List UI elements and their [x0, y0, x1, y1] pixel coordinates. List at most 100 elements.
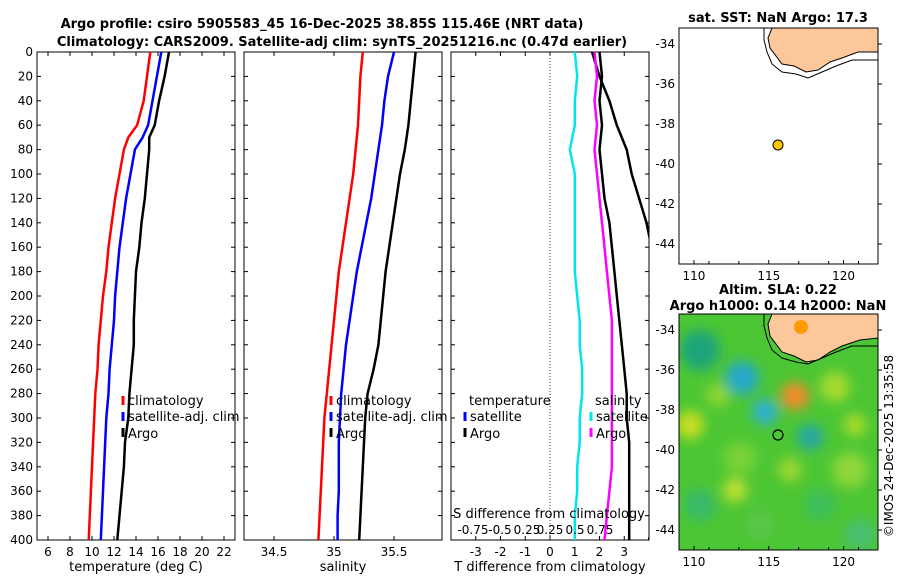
lat-tick-label: -36: [655, 363, 675, 377]
series-group: [87, 52, 171, 540]
legend-argo-label: Argo: [128, 427, 158, 442]
shelf-contour: [763, 28, 878, 79]
depth-tick-label: 320: [10, 435, 33, 449]
lat-tick-label: -38: [655, 403, 675, 417]
depth-tick-label: 380: [10, 509, 33, 523]
x-tick-label: 1: [571, 545, 579, 559]
s-difference-ticks: -0.75 -0.5 0.250.25 0.5 0.75: [457, 523, 613, 537]
temperature-plot: 6 8 10 12 14 16 18 20 22: [44, 52, 232, 559]
s-difference-label: S difference from climatology: [453, 507, 645, 522]
x-tick-label: 34.5: [261, 545, 288, 559]
sla-field: [679, 330, 876, 550]
legend-s-satellite-label: satellite: [596, 410, 648, 425]
sst-map-axes: 110 115 120 -34 -36 -38 -40 -42 -44: [655, 37, 882, 283]
land-coastline: [767, 28, 878, 73]
temperature-legend: climatology satellite-adj. clim Argo: [121, 394, 240, 442]
x-tick-label: 12: [106, 545, 121, 559]
s-difference-tick-label: 0.5: [565, 523, 584, 537]
series-line-sat_diff_S: [593, 52, 614, 540]
series-line-satellite: [336, 52, 396, 540]
series-line-argo: [590, 52, 649, 540]
x-tick-label: 0: [546, 545, 554, 559]
lon-tick-label: 115: [757, 555, 780, 569]
x-tick-label: 8: [66, 545, 74, 559]
title-line-1: Argo profile: csiro 5905583_45 16-Dec-20…: [61, 17, 584, 32]
legend-climatology-label: climatology: [336, 394, 412, 409]
lat-tick-label: -40: [655, 157, 675, 171]
lat-tick-label: -44: [655, 237, 675, 251]
depth-tick-label: 180: [10, 265, 33, 279]
temperature-xlabel: temperature (deg C): [69, 560, 203, 575]
x-tick-label: 16: [150, 545, 165, 559]
sla-map-axes: 110 115 120 -34 -36 -38 -40 -42 -44: [655, 323, 882, 569]
depth-tick-label: 300: [10, 411, 33, 425]
x-tick-label: 10: [84, 545, 99, 559]
depth-tick-label: 280: [10, 387, 33, 401]
x-tick-label: 2: [596, 545, 604, 559]
depth-tick-label: 120: [10, 191, 33, 205]
legend-satellite-label: satellite-adj. clim: [128, 410, 240, 425]
sst-map-title: sat. SST: NaN Argo: 17.3: [688, 11, 868, 26]
x-tick-label: 18: [172, 545, 187, 559]
series-group: [568, 52, 649, 540]
x-tick-label: 6: [44, 545, 52, 559]
argo-location-marker: [772, 139, 784, 151]
depth-tick-label: 360: [10, 484, 33, 498]
depth-tick-label: 0: [25, 45, 33, 59]
series-line-argo: [116, 52, 171, 540]
lat-tick-label: -40: [655, 443, 675, 457]
lat-tick-label: -34: [655, 323, 675, 337]
lat-tick-label: -36: [655, 77, 675, 91]
lat-tick-label: -42: [655, 197, 675, 211]
lat-tick-label: -42: [655, 483, 675, 497]
sla-hotspot: [794, 320, 808, 334]
s-difference-tick-label: 0.25: [514, 523, 541, 537]
title-line-2: Climatology: CARS2009. Satellite-adj cli…: [57, 35, 627, 50]
depth-tick-label: 200: [10, 289, 33, 303]
lon-tick-label: 120: [832, 269, 855, 283]
depth-tick-label: 240: [10, 338, 33, 352]
salinity-legend: climatology satellite-adj. clim Argo: [329, 394, 448, 442]
sla-map-title-1: Altim. SLA: 0.22: [719, 283, 837, 298]
lat-tick-label: -38: [655, 117, 675, 131]
legend-argo-label: Argo: [336, 427, 366, 442]
x-tick-label: 14: [128, 545, 143, 559]
s-difference-tick-label: -0.75: [457, 523, 488, 537]
legend-temperature-title: temperature: [469, 394, 551, 409]
legend-t-argo-label: Argo: [470, 427, 500, 442]
sla-map-frame: [678, 313, 879, 551]
x-tick-label: -3: [470, 545, 482, 559]
x-tick-label: 20: [194, 545, 209, 559]
difference-legend: temperature satellite Argo salinity sate…: [463, 394, 648, 442]
lon-tick-label: 115: [757, 269, 780, 283]
sst-map-frame: [678, 27, 879, 265]
legend-t-satellite-label: satellite: [470, 410, 522, 425]
series-group: [317, 52, 417, 540]
lon-tick-label: 110: [683, 269, 706, 283]
legend-climatology-label: climatology: [128, 394, 204, 409]
lon-tick-label: 120: [832, 555, 855, 569]
series-line-argo: [598, 52, 631, 540]
x-tick-label: 35: [326, 545, 341, 559]
depth-tick-label: 160: [10, 240, 33, 254]
s-difference-tick-label: 0.25: [537, 523, 564, 537]
x-tick-label: -2: [495, 545, 507, 559]
depth-tick-label: 400: [10, 533, 33, 547]
x-tick-label: 35.5: [381, 545, 408, 559]
depth-tick-label: 100: [10, 167, 33, 181]
series-line-argo: [357, 52, 417, 540]
difference-plot: -3 -2 -1 0 1 2 3: [470, 52, 649, 559]
legend-salinity-title: salinity: [595, 394, 642, 409]
argo-location-marker: [772, 429, 784, 441]
x-tick-label: -1: [519, 545, 531, 559]
depth-tick-label: 220: [10, 313, 33, 327]
salinity-plot: 34.5 35 35.5: [261, 52, 417, 559]
x-tick-label: 22: [216, 545, 231, 559]
sst-map: [679, 28, 878, 264]
depth-tick-label: 20: [18, 69, 33, 83]
series-line-satellite: [99, 52, 163, 540]
depth-tick-label: 140: [10, 216, 33, 230]
depth-tick-label: 260: [10, 362, 33, 376]
lat-tick-label: -44: [655, 523, 675, 537]
